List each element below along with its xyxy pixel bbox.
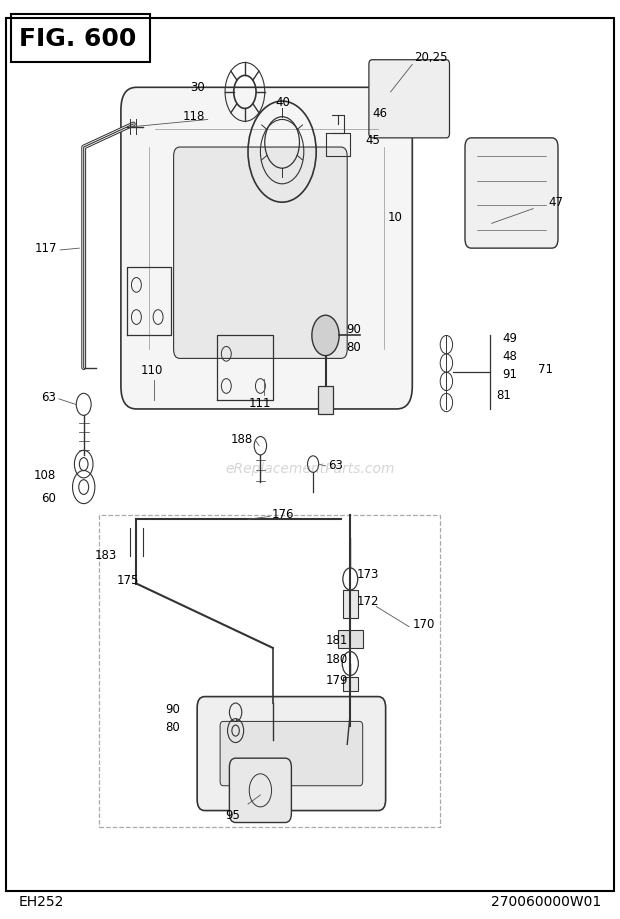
Text: 176: 176: [272, 508, 294, 521]
Text: 91: 91: [502, 369, 517, 381]
Bar: [338, 630, 363, 648]
Bar: [343, 677, 358, 691]
FancyBboxPatch shape: [465, 138, 558, 248]
Text: 183: 183: [94, 550, 117, 562]
Text: 80: 80: [165, 721, 180, 734]
FancyBboxPatch shape: [369, 60, 450, 138]
Text: 117: 117: [35, 242, 57, 255]
Bar: [343, 590, 358, 618]
Text: 110: 110: [141, 364, 163, 377]
Text: 172: 172: [356, 596, 379, 608]
Text: EH252: EH252: [19, 895, 64, 910]
Text: 118: 118: [182, 110, 205, 123]
FancyBboxPatch shape: [229, 758, 291, 823]
Text: 170: 170: [412, 618, 435, 631]
Text: 90: 90: [346, 323, 361, 335]
Text: 175: 175: [117, 574, 140, 587]
Text: 60: 60: [41, 492, 56, 505]
Text: FIG. 600: FIG. 600: [19, 27, 136, 51]
Text: 46: 46: [372, 108, 387, 120]
Circle shape: [312, 315, 339, 356]
FancyBboxPatch shape: [220, 721, 363, 786]
Text: eReplacementParts.com: eReplacementParts.com: [225, 461, 395, 476]
Text: 63: 63: [41, 391, 56, 403]
Text: 71: 71: [538, 363, 552, 376]
Text: 49: 49: [502, 332, 517, 345]
FancyBboxPatch shape: [11, 14, 150, 62]
Text: 47: 47: [549, 196, 564, 209]
Text: 90: 90: [165, 703, 180, 716]
Text: 48: 48: [502, 350, 517, 363]
Text: 30: 30: [190, 81, 205, 94]
Text: 111: 111: [249, 397, 272, 410]
Text: 45: 45: [366, 134, 381, 147]
FancyBboxPatch shape: [121, 87, 412, 409]
Text: 180: 180: [326, 653, 348, 666]
Text: 81: 81: [496, 389, 511, 402]
Text: 188: 188: [231, 433, 253, 446]
Text: 179: 179: [326, 674, 348, 686]
Bar: [318, 386, 333, 414]
Text: 20,25: 20,25: [414, 51, 448, 64]
Text: 95: 95: [225, 809, 240, 822]
Text: 10: 10: [388, 211, 402, 224]
Text: 63: 63: [329, 459, 343, 471]
FancyBboxPatch shape: [174, 147, 347, 358]
Text: 173: 173: [356, 568, 379, 581]
Text: 270060000W01: 270060000W01: [491, 895, 601, 910]
Bar: [99, 515, 440, 827]
FancyBboxPatch shape: [197, 697, 386, 811]
Text: 181: 181: [326, 634, 348, 647]
Text: 40: 40: [275, 96, 290, 109]
Text: 80: 80: [346, 341, 361, 354]
Text: 108: 108: [33, 469, 56, 482]
